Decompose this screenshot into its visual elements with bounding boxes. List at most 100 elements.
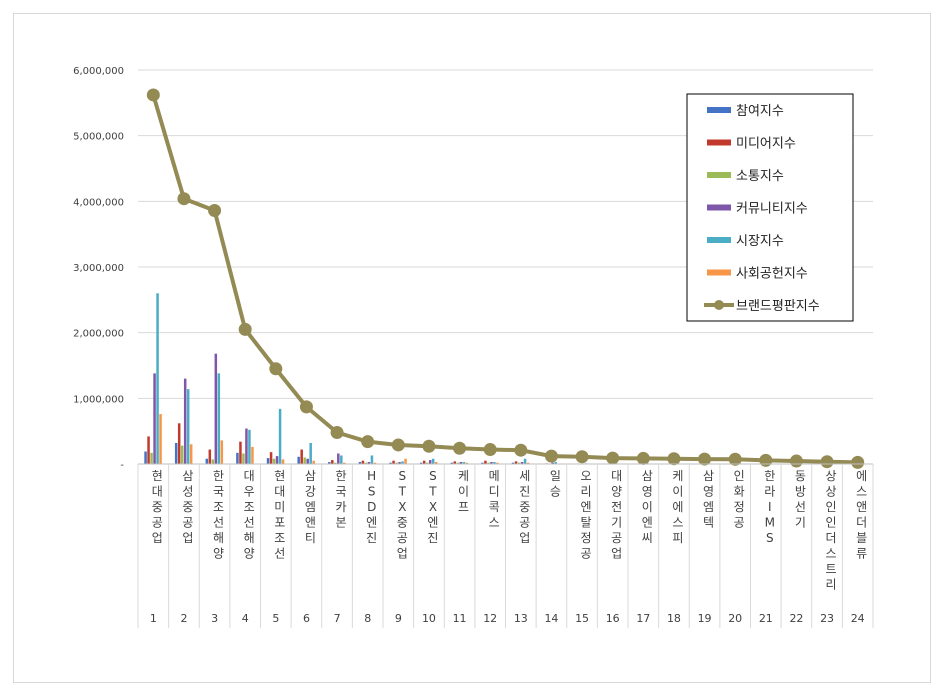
y-axis: - 1,000,000 2,000,000 3,000,000 4,000,000 5,0…	[73, 66, 124, 471]
line-point	[544, 449, 558, 463]
rank-label: 13	[514, 612, 528, 625]
bar	[398, 462, 401, 464]
line-point	[146, 88, 160, 102]
bar	[331, 460, 334, 464]
bar	[266, 458, 270, 464]
bar	[343, 462, 346, 464]
legend-swatch	[707, 237, 731, 243]
bar	[395, 462, 398, 464]
bar	[269, 452, 273, 464]
y-tick-label: -	[120, 460, 124, 471]
bar	[496, 462, 499, 464]
bar	[306, 458, 309, 464]
rank-label: 23	[820, 612, 834, 625]
legend-swatch	[707, 172, 731, 178]
bar	[153, 373, 156, 464]
bar	[370, 455, 374, 464]
bar	[217, 373, 221, 464]
x-axis: 현 대 중 공 업 1 삼 성 중 공 업 2 한 국 조 선 해 양 3 대 우 조 선 해 양 4 현 대 미 포 조 선 5 삼 강 엠 앤 티 6 한…	[137, 463, 874, 628]
bar	[159, 414, 162, 464]
bar	[337, 453, 340, 464]
bar	[392, 460, 395, 464]
bar	[272, 458, 276, 464]
legend-label: 참여지수	[736, 104, 784, 119]
line-point	[177, 192, 191, 206]
line-point	[330, 425, 344, 439]
rank-label: 15	[575, 612, 589, 625]
line-point	[820, 455, 834, 469]
bar	[490, 462, 493, 464]
line-point	[391, 438, 405, 452]
bar	[312, 460, 315, 464]
bar	[434, 462, 438, 464]
bar	[450, 462, 454, 464]
bar	[389, 462, 392, 464]
legend-label: 시장지수	[736, 234, 784, 249]
bar	[517, 462, 521, 464]
line-point	[698, 452, 712, 466]
bar	[278, 408, 282, 464]
rank-label: 12	[483, 612, 497, 625]
line-point	[606, 451, 620, 465]
bar	[551, 462, 554, 464]
bar	[309, 442, 312, 464]
rank-label: 18	[667, 612, 681, 625]
line-series	[146, 88, 865, 469]
bar	[251, 446, 254, 464]
line-point	[759, 453, 773, 467]
line-point	[208, 204, 222, 218]
bar	[358, 462, 362, 464]
bar	[361, 460, 365, 464]
rank-label: 10	[422, 612, 436, 625]
bar	[364, 462, 368, 464]
bar	[554, 462, 557, 464]
rank-label: 16	[606, 612, 620, 625]
line-point	[667, 452, 681, 466]
bar	[236, 452, 239, 464]
legend-label: 소통지수	[736, 169, 784, 184]
rank-label: 9	[395, 612, 402, 625]
line-point	[575, 450, 589, 464]
bar	[493, 462, 496, 464]
y-tick-label: 4,000,000	[73, 197, 124, 208]
bar	[340, 455, 343, 464]
bar	[211, 459, 215, 464]
bar	[419, 462, 423, 464]
rank-label: 4	[242, 612, 249, 625]
rank-label: 17	[636, 612, 650, 625]
y-tick-label: 3,000,000	[73, 263, 124, 274]
bar	[373, 462, 377, 464]
bar	[487, 462, 490, 464]
bar	[239, 441, 242, 464]
bar	[328, 462, 331, 464]
legend-label: 브랜드평판지수	[736, 299, 820, 314]
bar	[189, 444, 193, 464]
bar	[186, 389, 190, 464]
rank-label: 8	[364, 612, 371, 625]
legend-swatch	[707, 269, 731, 276]
bar	[156, 293, 159, 464]
line-point	[728, 452, 742, 466]
line-point	[269, 362, 283, 376]
bar	[456, 462, 460, 464]
rank-label: 20	[728, 612, 742, 625]
line-point	[453, 441, 467, 455]
bar	[511, 462, 515, 464]
bar	[177, 423, 181, 464]
chart-svg: - 1,000,000 2,000,000 3,000,000 4,000,000 5,0…	[73, 66, 874, 628]
bar	[214, 353, 218, 464]
line-point	[851, 455, 865, 469]
